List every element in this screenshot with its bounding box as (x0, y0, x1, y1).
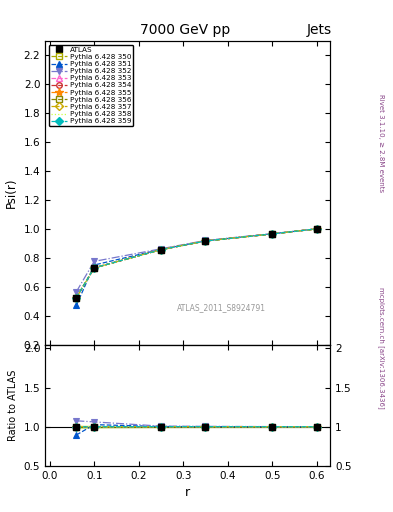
Text: ATLAS_2011_S8924791: ATLAS_2011_S8924791 (177, 304, 266, 313)
Text: Jets: Jets (307, 23, 332, 37)
Legend: ATLAS, Pythia 6.428 350, Pythia 6.428 351, Pythia 6.428 352, Pythia 6.428 353, P: ATLAS, Pythia 6.428 350, Pythia 6.428 35… (49, 45, 133, 126)
Text: Rivet 3.1.10, ≥ 2.8M events: Rivet 3.1.10, ≥ 2.8M events (378, 94, 384, 193)
Y-axis label: Psi(r): Psi(r) (5, 178, 18, 208)
X-axis label: r: r (185, 486, 190, 499)
Text: 7000 GeV pp: 7000 GeV pp (140, 23, 230, 37)
Text: mcplots.cern.ch [arXiv:1306.3436]: mcplots.cern.ch [arXiv:1306.3436] (378, 287, 385, 409)
Y-axis label: Ratio to ATLAS: Ratio to ATLAS (8, 370, 18, 441)
